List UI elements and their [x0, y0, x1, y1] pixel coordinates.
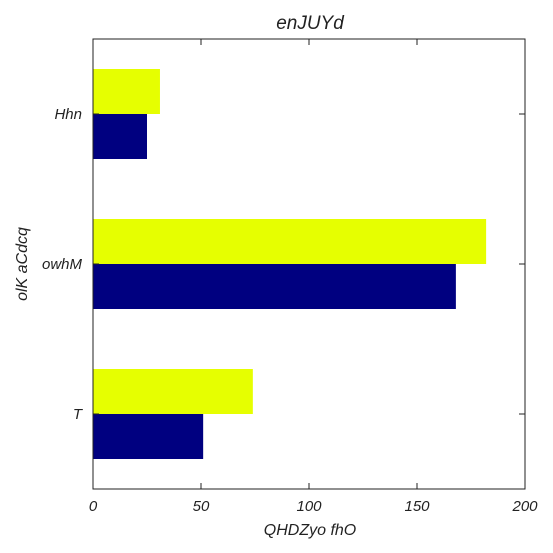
bar-2-owhM [93, 219, 487, 264]
x-tick-label: 50 [193, 498, 210, 515]
bar-2-Hhn [93, 69, 160, 114]
chart-title: enJUYd [276, 13, 345, 34]
y-tick-label: owhM [42, 256, 83, 273]
x-tick-label: 200 [511, 498, 538, 515]
bar-2-T [93, 369, 253, 414]
x-tick-label: 150 [404, 498, 430, 515]
bar-1-Hhn [93, 114, 147, 159]
bars-layer [93, 69, 487, 459]
y-tick-label: Hhn [54, 106, 82, 123]
x-tick-label: 0 [89, 498, 98, 515]
y-tick-label: T [73, 406, 84, 423]
x-tick-label: 100 [296, 498, 322, 515]
bar-1-owhM [93, 264, 456, 309]
y-axis-label: olK aCdcq [14, 227, 31, 301]
x-axis-label: QHDZyo fhO [264, 522, 356, 539]
bar-1-T [93, 414, 204, 459]
plot-frame [92, 38, 526, 490]
